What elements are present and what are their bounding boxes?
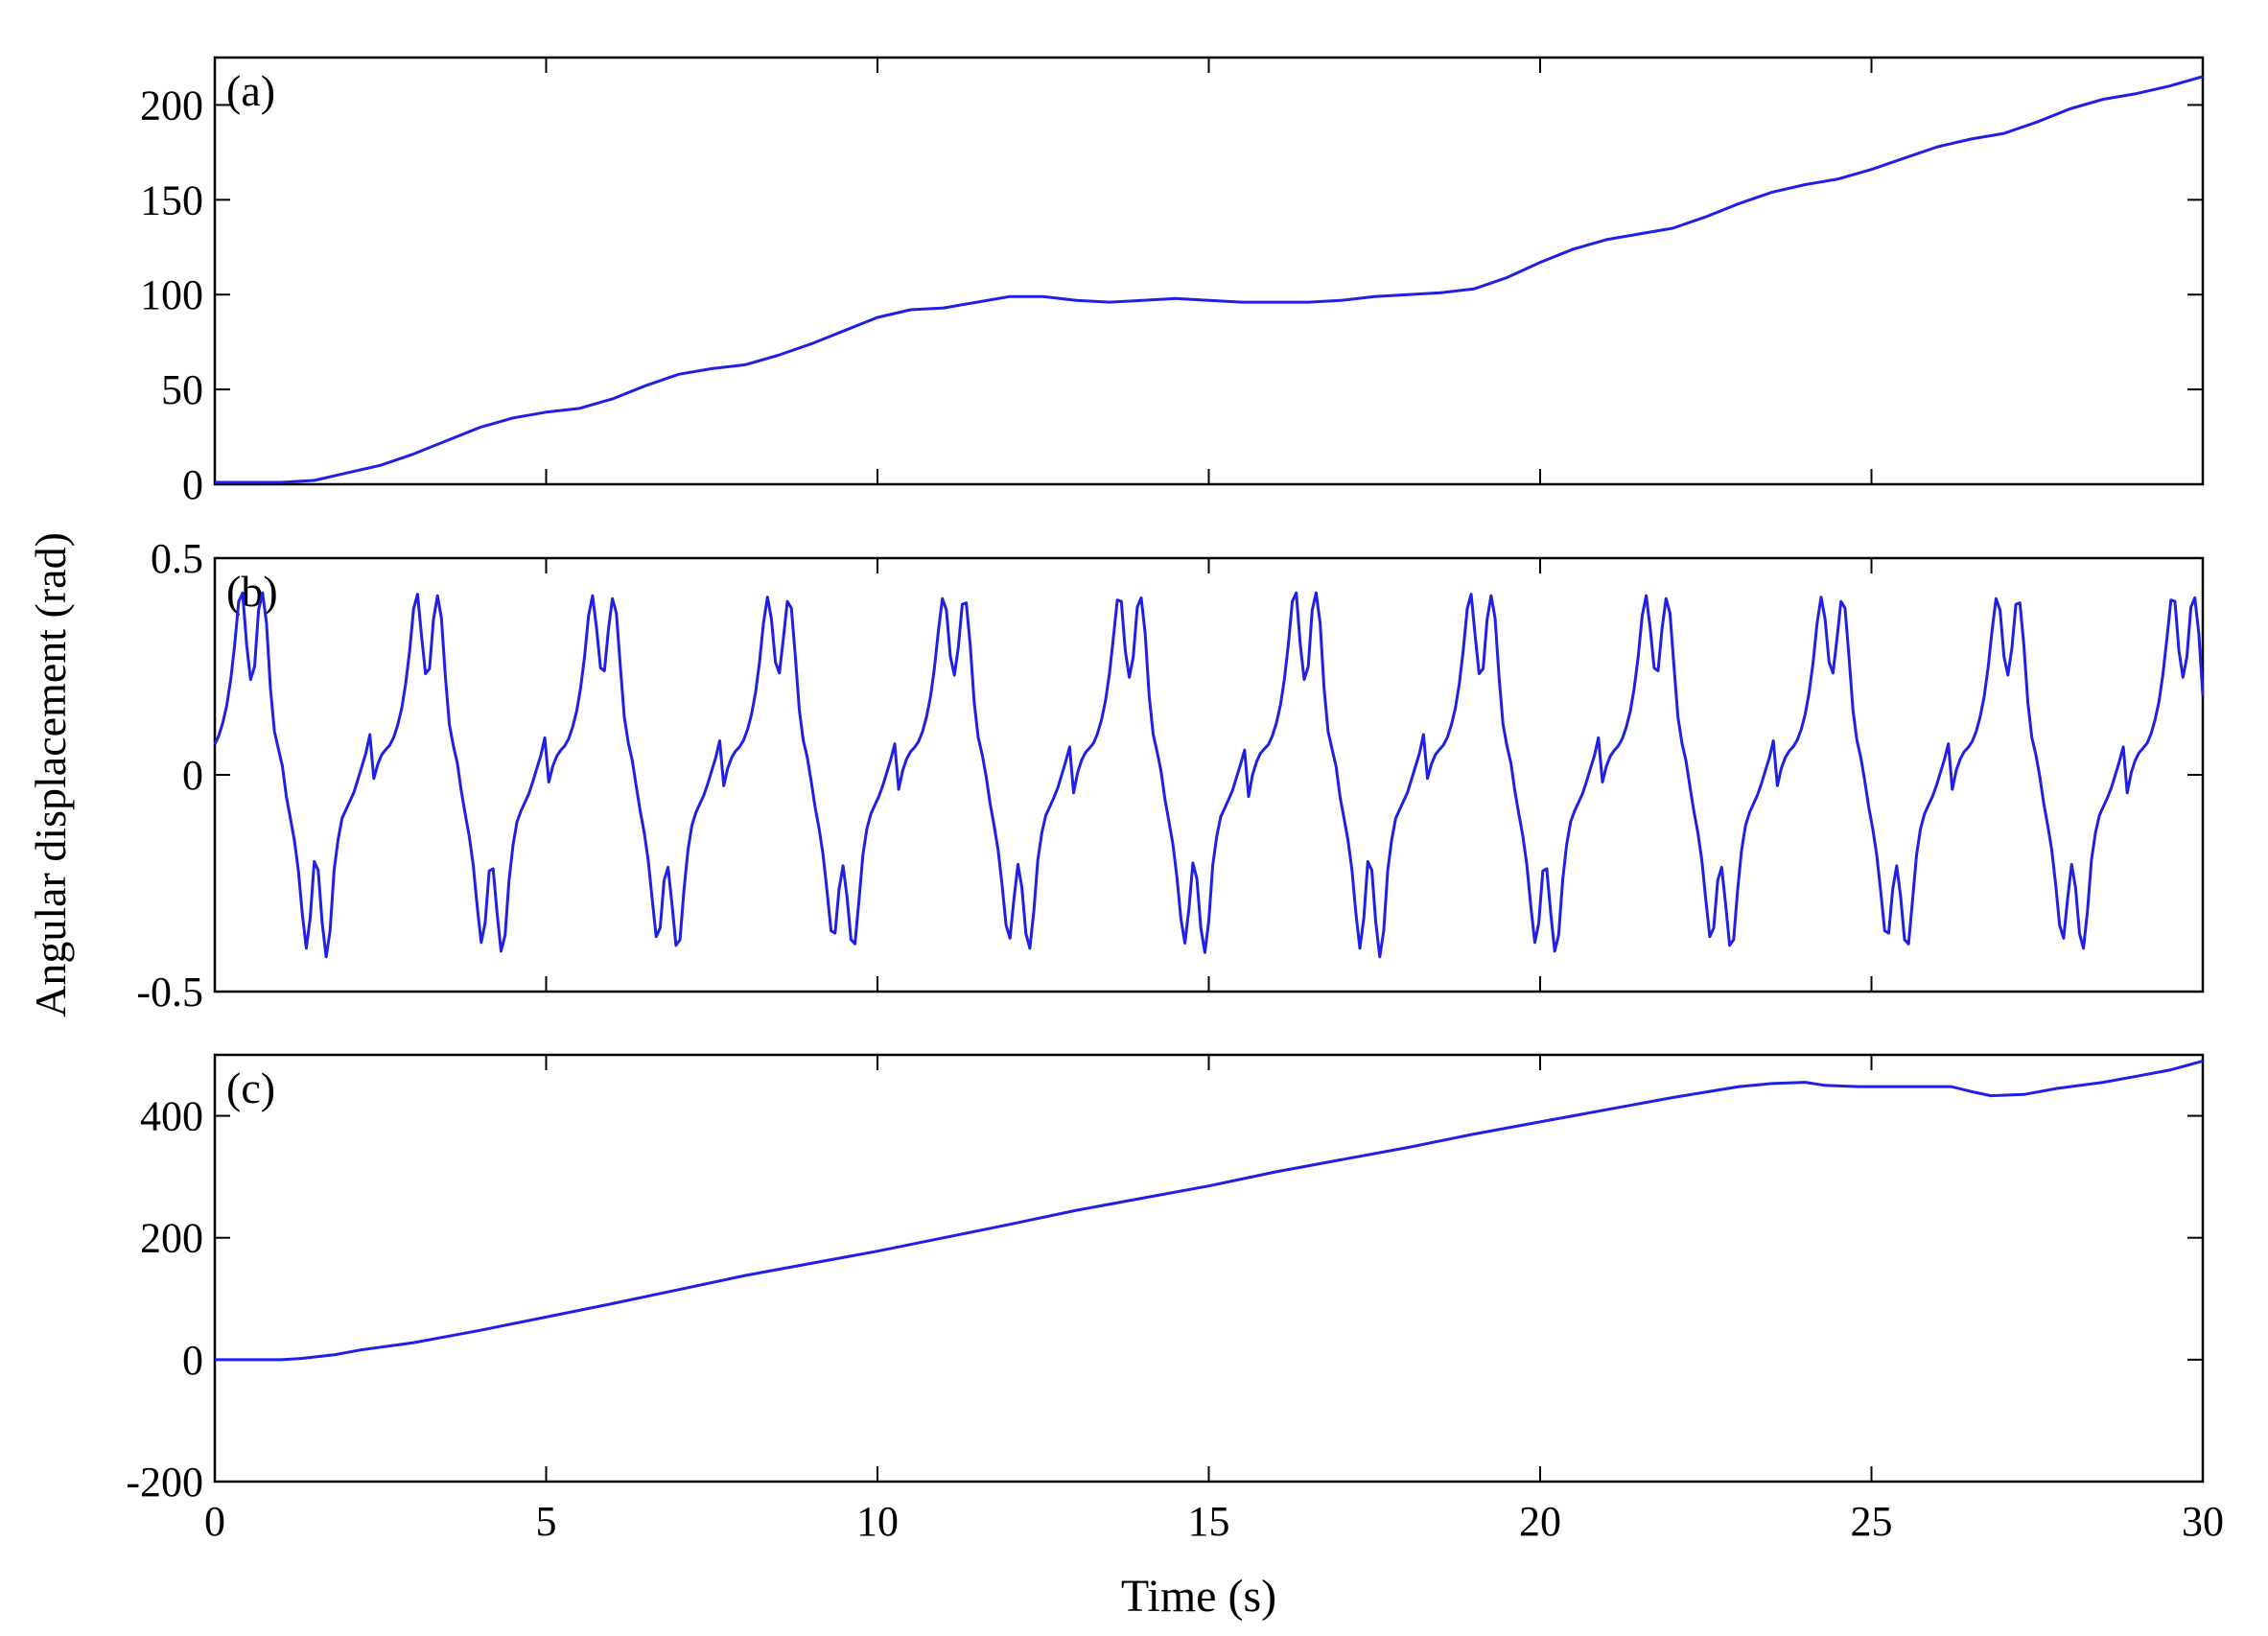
x-tick-label: 15 — [1188, 1498, 1230, 1545]
y-tick-label: -200 — [126, 1459, 203, 1506]
plot-frame — [213, 56, 2205, 486]
y-tick-label: 0 — [182, 461, 203, 508]
y-tick-label: 200 — [140, 1215, 203, 1262]
x-tick-label: 25 — [1851, 1498, 1893, 1545]
series-line — [215, 1059, 2204, 1362]
y-tick-label: 200 — [140, 82, 203, 129]
plot-frame — [213, 1053, 2205, 1484]
y-tick-label: 150 — [140, 176, 203, 223]
y-tick-label: 400 — [140, 1093, 203, 1140]
series-line — [215, 75, 2204, 484]
y-tick-label: 0 — [182, 752, 203, 799]
x-tick-label: 5 — [536, 1498, 557, 1545]
y-tick-label: 0.5 — [151, 535, 203, 582]
series-line — [213, 591, 2205, 959]
panel-b: -0.5 0 0.5 (b) — [136, 535, 2205, 1016]
x-tick-label: 20 — [1519, 1498, 1561, 1545]
panel-label: (c) — [226, 1063, 275, 1112]
x-tick-label: 30 — [2182, 1498, 2224, 1545]
y-axis-label: Angular displacement (rad) — [26, 532, 75, 1017]
panel-label: (b) — [226, 567, 278, 616]
y-tick-label: 0 — [182, 1337, 203, 1384]
y-tick-label: 50 — [161, 366, 203, 413]
x-axis-label: Time (s) — [1121, 1571, 1276, 1622]
panel-label: (a) — [226, 66, 275, 115]
y-tick-label: 100 — [140, 271, 203, 318]
x-tick-label: 10 — [856, 1498, 899, 1545]
x-tick-label: 0 — [204, 1498, 225, 1545]
y-tick-label: -0.5 — [136, 969, 203, 1016]
panel-a: 0 50 100 150 200 (a) — [140, 56, 2205, 508]
